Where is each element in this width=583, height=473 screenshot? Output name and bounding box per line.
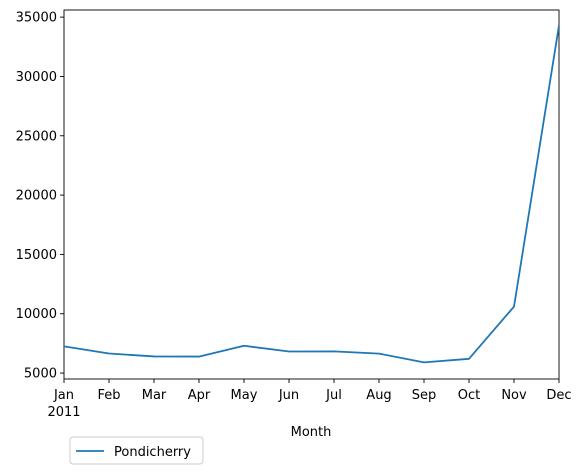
y-tick-label-35000: 35000 [16, 11, 57, 26]
legend-label-pondicherry: Pondicherry [114, 445, 191, 460]
y-axis: 5000 10000 15000 20000 25000 30000 35000 [16, 11, 64, 382]
plot-frame [63, 9, 560, 380]
x-tick-label-jun: Jun [278, 388, 299, 403]
plot-area [63, 9, 560, 380]
x-tick-label-aug: Aug [366, 388, 391, 403]
x-tick-label-feb: Feb [97, 388, 120, 403]
x-axis: Jan Feb Mar Apr May Jun Jul Aug Sep Oct Nov Dec 2011 [47, 379, 572, 420]
x-axis-label: Month [291, 425, 332, 440]
y-tick-label-25000: 25000 [16, 129, 57, 144]
y-tick-label-15000: 15000 [16, 248, 57, 263]
legend: Pondicherry [69, 436, 204, 465]
x-tick-label-jul: Jul [325, 388, 342, 403]
x-tick-label-dec: Dec [546, 388, 571, 403]
series-line-pondicherry [64, 25, 559, 364]
y-tick-label-10000: 10000 [16, 307, 57, 322]
x-tick-label-mar: Mar [142, 388, 167, 403]
y-tick-label-5000: 5000 [24, 367, 57, 382]
legend-box [69, 436, 204, 465]
x-tick-label-jan: Jan [53, 388, 74, 403]
series-layer [64, 25, 559, 364]
y-tick-label-20000: 20000 [16, 189, 57, 204]
x-tick-label-sep: Sep [412, 388, 437, 403]
x-tick-label-nov: Nov [501, 388, 527, 403]
x-tick-label-year: 2011 [47, 405, 80, 420]
x-tick-label-may: May [231, 388, 258, 403]
x-tick-label-oct: Oct [458, 388, 480, 403]
y-tick-label-30000: 30000 [16, 70, 57, 85]
x-tick-label-apr: Apr [188, 388, 211, 403]
